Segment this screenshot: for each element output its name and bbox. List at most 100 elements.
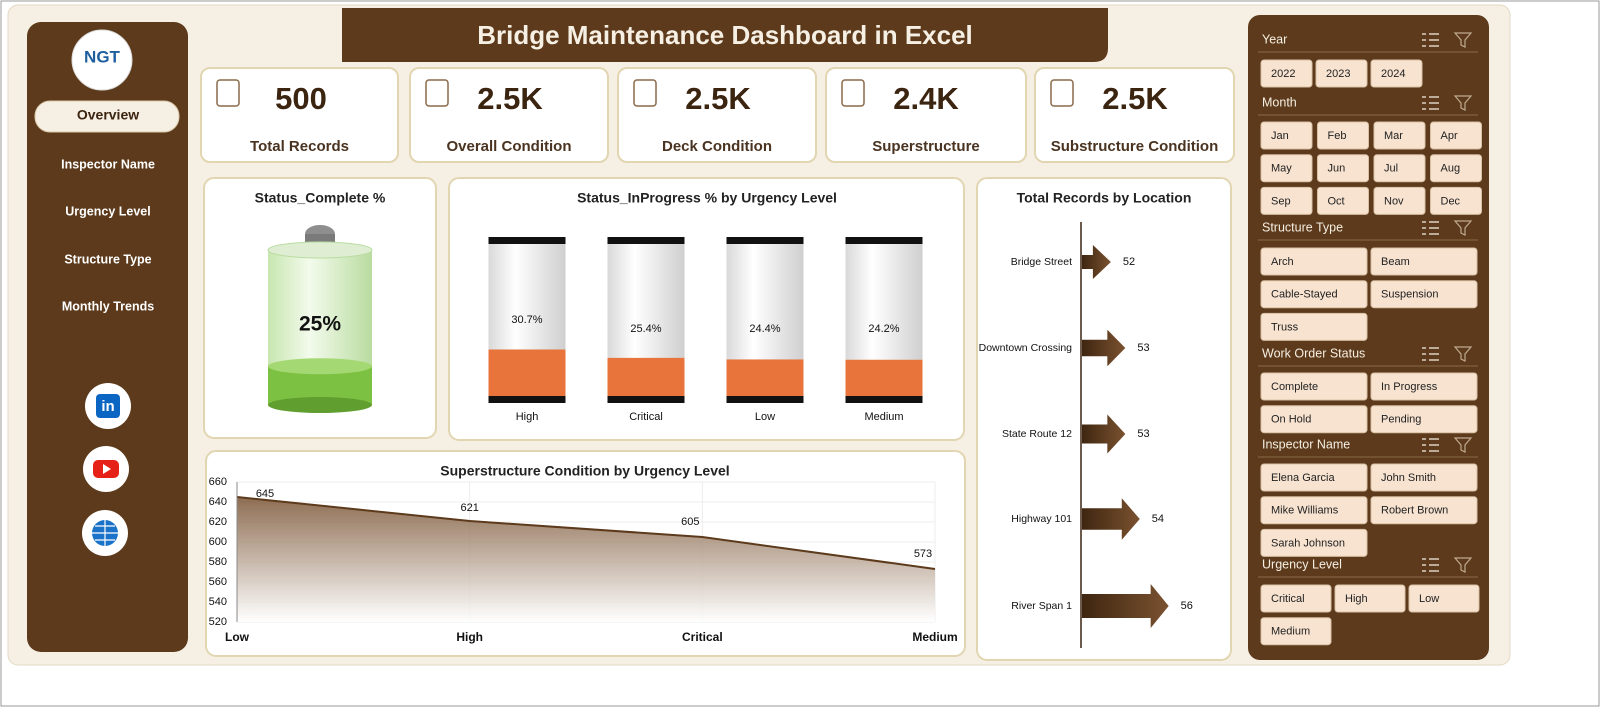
multi-select-icon[interactable] <box>1422 438 1439 452</box>
slicer-item[interactable]: Oct <box>1328 195 1345 207</box>
slicer-button[interactable] <box>1260 154 1313 183</box>
slicer-button[interactable] <box>1260 312 1368 341</box>
slicer-button[interactable] <box>1370 247 1478 276</box>
slicer-button[interactable] <box>1315 59 1368 88</box>
slicer-item[interactable]: Sep <box>1271 195 1291 207</box>
slicer-item[interactable]: John Smith <box>1381 472 1436 484</box>
slicer-item[interactable]: 2024 <box>1381 68 1405 80</box>
x-tick-label: High <box>516 411 539 423</box>
slicer-button[interactable] <box>1373 121 1426 150</box>
slicer-item[interactable]: Medium <box>1271 626 1310 638</box>
kpi-value: 500 <box>275 81 327 116</box>
slicer-item[interactable]: Dec <box>1441 195 1461 207</box>
slicer-item[interactable]: In Progress <box>1381 381 1438 393</box>
clear-filter-icon[interactable] <box>1453 557 1473 573</box>
slicer-item[interactable]: Jul <box>1384 163 1398 175</box>
slicer-button[interactable] <box>1260 463 1368 492</box>
multi-select-icon[interactable] <box>1422 558 1439 572</box>
slicer-item[interactable]: Mike Williams <box>1271 505 1339 517</box>
slicer-item[interactable]: High <box>1345 593 1368 605</box>
slicer-button[interactable] <box>1334 584 1406 613</box>
nav-item[interactable]: Monthly Trends <box>62 299 154 313</box>
slicer-button[interactable] <box>1373 186 1426 215</box>
multi-select-icon[interactable] <box>1422 347 1439 361</box>
slicer-button[interactable] <box>1260 280 1368 309</box>
slicer-item[interactable]: Jun <box>1328 163 1346 175</box>
bar <box>1082 584 1169 628</box>
slicer-item[interactable]: Critical <box>1271 593 1305 605</box>
slicer-button[interactable] <box>1260 405 1368 434</box>
kpi-icon <box>633 79 657 107</box>
slicer-button[interactable] <box>1408 584 1480 613</box>
slicer-item[interactable]: Mar <box>1384 130 1403 142</box>
slicer-button[interactable] <box>1260 59 1313 88</box>
slicer-item[interactable]: Arch <box>1271 256 1294 268</box>
logo-text: NGT <box>84 47 121 66</box>
chart-title: Total Records by Location <box>1017 190 1192 206</box>
multi-select-icon[interactable] <box>1422 96 1439 110</box>
slicer-button[interactable] <box>1260 496 1368 525</box>
slicer-button[interactable] <box>1260 186 1313 215</box>
slicer-button[interactable] <box>1260 247 1368 276</box>
slicer-button[interactable] <box>1370 405 1478 434</box>
slicer-button[interactable] <box>1317 121 1369 150</box>
slicer-item[interactable]: Sarah Johnson <box>1271 537 1345 549</box>
nav-item[interactable]: Structure Type <box>64 252 151 266</box>
value-label: 25% <box>299 313 341 336</box>
value-label: 53 <box>1137 342 1149 354</box>
slicer-button[interactable] <box>1370 463 1478 492</box>
clear-filter-icon[interactable] <box>1453 95 1473 111</box>
value-label: 24.4% <box>749 323 780 335</box>
slicer-item[interactable]: Feb <box>1328 130 1347 142</box>
slicer-button[interactable] <box>1430 121 1482 150</box>
slicer-button[interactable] <box>1370 280 1478 309</box>
slicer-button[interactable] <box>1260 528 1368 557</box>
slicer-button[interactable] <box>1373 154 1426 183</box>
nav-item[interactable]: Urgency Level <box>65 204 150 218</box>
slicer-item[interactable]: On Hold <box>1271 414 1311 426</box>
slicer-item[interactable]: Robert Brown <box>1381 505 1448 517</box>
nav-active[interactable] <box>34 100 180 133</box>
slicer-button[interactable] <box>1317 154 1369 183</box>
slicer-button[interactable] <box>1370 496 1478 525</box>
slicer-item[interactable]: Apr <box>1441 130 1458 142</box>
slicer-button[interactable] <box>1370 372 1478 401</box>
slicer-button[interactable] <box>1260 584 1332 613</box>
clear-filter-icon[interactable] <box>1453 32 1473 48</box>
slicer-item[interactable]: Nov <box>1384 195 1404 207</box>
value-label: 573 <box>914 548 932 560</box>
slicer-button[interactable] <box>1430 154 1482 183</box>
nav-item[interactable]: Overview <box>77 107 139 123</box>
clear-filter-icon[interactable] <box>1453 437 1473 453</box>
slicer-item[interactable]: Complete <box>1271 381 1318 393</box>
bar <box>607 357 685 398</box>
slicer-item[interactable]: Low <box>1419 593 1439 605</box>
slicer-item[interactable]: 2023 <box>1326 68 1350 80</box>
slicer-item[interactable]: 2022 <box>1271 68 1295 80</box>
line <box>236 496 936 570</box>
slicer-button[interactable] <box>1370 59 1423 88</box>
slicer-item[interactable]: Suspension <box>1381 289 1439 301</box>
slicer-item[interactable]: Cable-Stayed <box>1271 289 1338 301</box>
slicer-button[interactable] <box>1260 372 1368 401</box>
value-label: 621 <box>460 502 478 514</box>
multi-select-icon[interactable] <box>1422 221 1439 235</box>
slicer-title: Inspector Name <box>1262 437 1350 451</box>
slicer-button[interactable] <box>1317 186 1369 215</box>
nav-item[interactable]: Inspector Name <box>61 157 155 171</box>
slicer-item[interactable]: May <box>1271 163 1292 175</box>
slicer-button[interactable] <box>1430 186 1482 215</box>
slicer-item[interactable]: Beam <box>1381 256 1410 268</box>
slicer-item[interactable]: Truss <box>1271 321 1299 333</box>
slicer-item[interactable]: Pending <box>1381 414 1421 426</box>
slicer-item[interactable]: Aug <box>1441 163 1461 175</box>
slicer-title: Urgency Level <box>1262 557 1342 571</box>
multi-select-icon[interactable] <box>1422 33 1439 47</box>
slicer-button[interactable] <box>1260 121 1313 150</box>
clear-filter-icon[interactable] <box>1453 220 1473 236</box>
slicer-item[interactable]: Elena Garcia <box>1271 472 1335 484</box>
clear-filter-icon[interactable] <box>1453 346 1473 362</box>
slicer-item[interactable]: Jan <box>1271 130 1289 142</box>
slicer-button[interactable] <box>1260 617 1332 646</box>
